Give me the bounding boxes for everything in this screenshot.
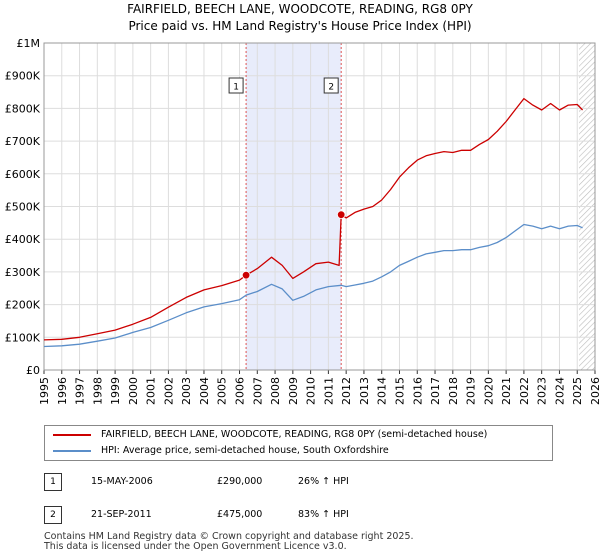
x-tick-label: 2025 — [571, 377, 584, 405]
y-tick-label: £400K — [5, 233, 41, 246]
legend-swatch-hpi — [53, 450, 91, 452]
chart-title: FAIRFIELD, BEECH LANE, WOODCOTE, READING… — [127, 2, 473, 16]
x-tick-label: 2017 — [429, 377, 442, 405]
price-chart: £0 £100K £200K £300K £400K £500K £600K £700K £80… — [5, 37, 600, 405]
x-tick-label: 2024 — [553, 377, 566, 405]
y-tick-label: £1M — [17, 37, 41, 50]
x-tick-label: 2007 — [251, 377, 264, 405]
y-tick-label: £100K — [5, 331, 41, 344]
x-tick-label: 2019 — [465, 377, 478, 405]
x-tick-label: 2015 — [393, 377, 406, 405]
legend-swatch-property — [53, 434, 91, 436]
series-line-property — [43, 97, 584, 341]
x-tick-label: 2000 — [127, 377, 140, 405]
x-tick-label: 1997 — [74, 377, 87, 405]
x-tick-label: 2016 — [411, 377, 424, 405]
footer-copyright: Contains HM Land Registry data © Crown c… — [44, 531, 414, 542]
transaction-price: £290,000 — [217, 476, 263, 487]
marker-1-label: 1 — [233, 83, 239, 93]
transaction-date: 15-MAY-2006 — [91, 476, 153, 487]
x-tick-label: 2026 — [589, 377, 600, 405]
y-tick-label: £900K — [5, 70, 41, 83]
transaction-hpi: 83% ↑ HPI — [298, 509, 349, 520]
sale-point-2 — [336, 210, 346, 219]
transaction-date: 21-SEP-2011 — [91, 509, 152, 520]
transaction-price: £475,000 — [217, 509, 263, 520]
y-tick-label: £200K — [5, 299, 41, 312]
chart-subtitle: Price paid vs. HM Land Registry's House … — [128, 19, 472, 33]
x-tick-label: 2013 — [358, 377, 371, 405]
legend-label-property: FAIRFIELD, BEECH LANE, WOODCOTE, READING… — [101, 429, 488, 440]
x-tick-label: 2018 — [447, 377, 460, 405]
x-tick-label: 1998 — [91, 377, 104, 405]
y-tick-label: £600K — [5, 168, 41, 181]
x-tick-label: 2001 — [145, 377, 158, 405]
y-tick-label: £700K — [5, 135, 41, 148]
legend-label-hpi: HPI: Average price, semi-detached house,… — [101, 445, 389, 456]
transaction-badge: 2 — [44, 506, 62, 524]
y-tick-label: £800K — [5, 102, 41, 115]
x-tick-label: 2012 — [340, 377, 353, 405]
y-tick-label: £300K — [5, 266, 41, 279]
x-tick-label: 2022 — [518, 377, 531, 405]
x-tick-label: 2010 — [305, 377, 318, 405]
x-tick-label: 2005 — [216, 377, 229, 405]
chart-legend: FAIRFIELD, BEECH LANE, WOODCOTE, READING… — [44, 425, 553, 461]
x-tick-label: 2020 — [482, 377, 495, 405]
x-tick-label: 1995 — [38, 377, 51, 405]
marker-2-label: 2 — [328, 83, 334, 93]
marker-1-box — [228, 77, 244, 94]
y-tick-label: £500K — [5, 201, 41, 214]
x-tick-label: 1996 — [56, 377, 69, 405]
x-tick-label: 2004 — [198, 377, 211, 405]
transaction-badge: 1 — [44, 473, 62, 491]
x-tick-label: 2008 — [269, 377, 282, 405]
x-tick-label: 2023 — [536, 377, 549, 405]
y-tick-label: £0 — [26, 364, 40, 377]
x-tick-label: 2011 — [322, 377, 335, 405]
x-tick-label: 2003 — [180, 377, 193, 405]
x-tick-label: 1999 — [109, 377, 122, 405]
sale-point-1 — [241, 270, 251, 280]
marker-2-box — [323, 77, 339, 94]
footer-licence: This data is licensed under the Open Gov… — [44, 541, 347, 552]
x-tick-label: 2009 — [287, 377, 300, 405]
x-tick-label: 2002 — [162, 377, 175, 405]
series-line-hpi — [43, 223, 583, 348]
x-tick-label: 2006 — [234, 377, 247, 405]
plot-frame — [43, 42, 596, 371]
x-tick-label: 2021 — [500, 377, 513, 405]
x-tick-label: 2014 — [376, 377, 389, 405]
transaction-hpi: 26% ↑ HPI — [298, 476, 349, 487]
